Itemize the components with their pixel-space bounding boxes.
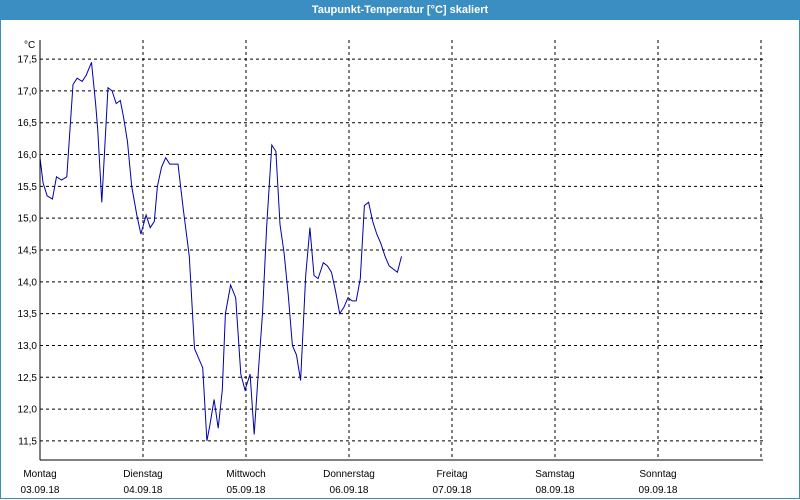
x-tick-day-label: Donnerstag [323,469,375,480]
y-tick-label: 12,0 [18,405,38,416]
y-tick-label: 14,0 [18,277,38,288]
chart-title: Taupunkt-Temperatur [°C] skaliert [0,0,800,20]
y-tick-labels: 11,5 12,0 12,5 13,0 13,5 14,0 14,5 15,0 15,5 16,0… [18,55,38,448]
x-tick-labels: Montag 03.09.18 Dienstag 04.09.18 Mittwoch 05… [21,469,678,496]
y-tick-label: 16,0 [18,150,38,161]
y-tick-label: 16,5 [18,118,38,129]
grid-lines [40,40,763,460]
y-tick-label: 14,5 [18,246,38,257]
y-tick-label: 17,0 [18,86,38,97]
x-tick-day-label: Mittwoch [226,469,265,480]
x-tick-day-label: Samstag [535,469,574,480]
y-tick-label: 13,0 [18,341,38,352]
x-tick-date-label: 03.09.18 [21,485,60,496]
y-axis-unit-label: °C [24,40,35,51]
y-tick-label: 13,5 [18,309,38,320]
y-tick-label: 11,5 [18,436,37,447]
x-tick-day-label: Freitag [436,469,467,480]
x-tick-date-label: 09.09.18 [639,485,678,496]
y-tick-label: 12,5 [18,373,38,384]
y-tick-label: 15,0 [18,214,38,225]
y-tick-label: 17,5 [18,55,38,66]
x-tick-day-label: Montag [23,469,56,480]
x-tick-date-label: 05.09.18 [227,485,266,496]
x-tick-day-label: Sonntag [639,469,676,480]
x-tick-date-label: 06.09.18 [330,485,369,496]
x-tick-day-label: Dienstag [123,469,162,480]
y-tick-label: 15,5 [18,182,38,193]
x-tick-date-label: 07.09.18 [433,485,472,496]
x-tick-date-label: 08.09.18 [536,485,575,496]
series-line-dewpoint [39,62,402,441]
x-tick-date-label: 04.09.18 [124,485,163,496]
